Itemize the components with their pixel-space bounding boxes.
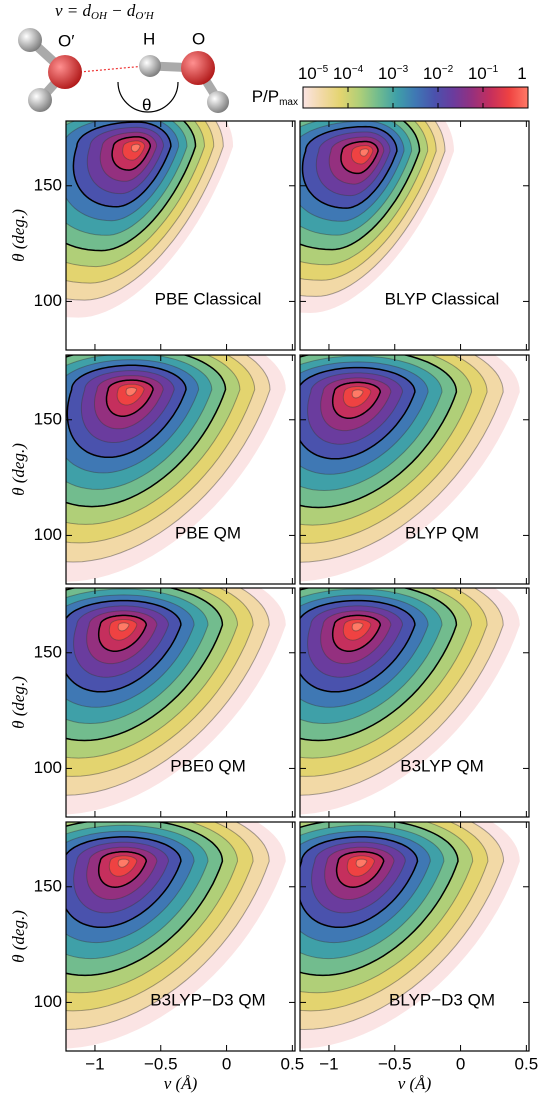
formula: ν = dOH − dO′H xyxy=(55,1,155,22)
colorbar-tick-base: 10 xyxy=(378,64,397,83)
atom-label: H xyxy=(143,29,155,48)
y-tick-label: 100 xyxy=(34,525,62,544)
colorbar-tick-label: 10−2 xyxy=(423,64,454,84)
y-tick-label: 150 xyxy=(34,876,62,895)
contours xyxy=(300,355,520,582)
contours xyxy=(300,121,454,313)
formula-part: ν = d xyxy=(55,1,92,20)
contours xyxy=(66,355,286,582)
panel-frame xyxy=(299,587,530,818)
x-tick-label: −1 xyxy=(319,1054,338,1073)
contours xyxy=(66,822,286,1049)
y-axis-label: θ (deg.) xyxy=(9,676,28,729)
panel-frame xyxy=(65,587,296,818)
colorbar-tick-base: 10 xyxy=(333,64,352,83)
panel-title: BLYP−D3 QM xyxy=(389,990,495,1009)
panel-frame xyxy=(65,354,296,585)
panel-frame xyxy=(299,821,530,1052)
colorbar-tick-exp: −5 xyxy=(317,64,329,75)
y-axis-label: θ (deg.) xyxy=(9,443,28,496)
y-tick-label: 100 xyxy=(34,758,62,777)
panel-title: PBE Classical xyxy=(155,289,262,308)
y-tick-label: 150 xyxy=(34,175,62,194)
contour-band xyxy=(351,622,364,632)
y-tick-label: 150 xyxy=(34,409,62,428)
panel-title: PBE QM xyxy=(175,523,241,542)
colorbar xyxy=(302,86,529,109)
y-axis-label: θ (deg.) xyxy=(9,910,28,963)
contour-band xyxy=(130,143,141,153)
x-tick-label: 0 xyxy=(222,1054,231,1073)
colorbar-label: P/Pmax xyxy=(252,87,298,107)
colorbar-tick-label: 10−1 xyxy=(468,64,499,84)
y-tick-label: 100 xyxy=(34,291,62,310)
atom-label: O xyxy=(192,29,205,48)
formula-sub: OH xyxy=(91,10,108,22)
x-tick-label: 0.5 xyxy=(281,1054,305,1073)
colorbar-tick-base: 10 xyxy=(423,64,442,83)
colorbar-tick-exp: −4 xyxy=(352,64,364,75)
panel-title: PBE0 QM xyxy=(170,756,246,775)
formula-sub: O′H xyxy=(135,10,154,22)
contour-band xyxy=(125,387,138,397)
x-tick-label: 0 xyxy=(456,1054,465,1073)
colorbar-tick-exp: −1 xyxy=(487,64,499,75)
panel-frame xyxy=(299,354,530,585)
colorbar-tick-label: 10−3 xyxy=(378,64,409,84)
panel-title: B3LYP−D3 QM xyxy=(150,990,265,1009)
angle-label: θ xyxy=(142,95,151,114)
colorbar-tick-base: 1 xyxy=(517,64,526,83)
colorbar-tick-base: 10 xyxy=(468,64,487,83)
colorbar-tick-label: 1 xyxy=(517,64,526,83)
x-tick-label: −0.5 xyxy=(378,1054,412,1073)
contours xyxy=(66,588,286,815)
y-tick-label: 100 xyxy=(34,992,62,1011)
colorbar-tick-label: 10−5 xyxy=(298,64,329,84)
panel-title: BLYP QM xyxy=(405,523,479,542)
y-tick-label: 150 xyxy=(34,642,62,661)
colorbar-tick-label: 10−4 xyxy=(333,64,364,84)
contour-band xyxy=(117,622,130,632)
x-tick-label: −0.5 xyxy=(144,1054,178,1073)
panel-frame xyxy=(299,120,530,351)
contour-band xyxy=(355,858,368,868)
panel-frame xyxy=(65,821,296,1052)
formula-part: − d xyxy=(107,1,136,20)
atom-label: O′ xyxy=(58,31,74,50)
colorbar-label-sub: max xyxy=(279,97,298,108)
contour-band xyxy=(359,148,370,157)
contour-band xyxy=(117,858,130,868)
x-axis-label: ν (Å) xyxy=(398,1074,432,1093)
colorbar-label-main: P/P xyxy=(252,87,279,106)
x-tick-label: 0.5 xyxy=(515,1054,539,1073)
contour-band xyxy=(351,389,364,399)
colorbar-tick-exp: −3 xyxy=(397,64,409,75)
contours xyxy=(66,121,234,318)
colorbar-tick-base: 10 xyxy=(298,64,317,83)
contours xyxy=(300,588,520,815)
panel-frame xyxy=(65,120,296,351)
x-tick-label: −1 xyxy=(85,1054,104,1073)
panel-title: B3LYP QM xyxy=(400,756,483,775)
x-axis-label: ν (Å) xyxy=(164,1074,198,1093)
y-axis-label: θ (deg.) xyxy=(9,209,28,262)
molecule xyxy=(18,28,229,113)
colorbar-tick-exp: −2 xyxy=(442,64,454,75)
contours xyxy=(300,822,520,1049)
panel-title: BLYP Classical xyxy=(385,289,500,308)
